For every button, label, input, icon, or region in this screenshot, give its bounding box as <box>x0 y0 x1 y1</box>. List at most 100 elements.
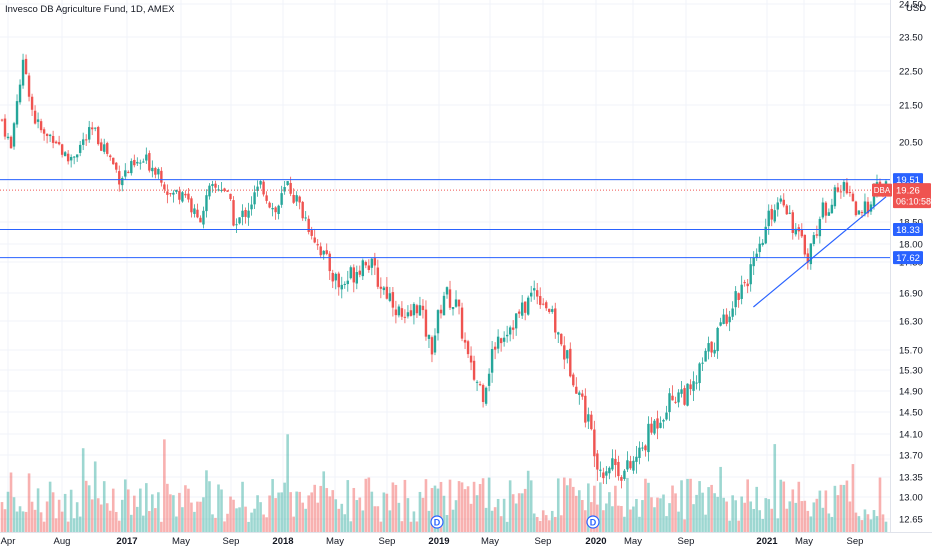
volume-bar <box>761 518 765 532</box>
candle-body <box>638 447 641 459</box>
price-axis[interactable]: 24.5023.5022.5021.5020.5019.5018.5018.00… <box>890 0 932 550</box>
volume-bar <box>815 498 819 532</box>
candle-body <box>21 59 25 86</box>
candle-body <box>520 302 524 316</box>
horizontal-levels[interactable] <box>0 179 890 259</box>
dividend-marker[interactable] <box>586 515 600 529</box>
x-tick-label: May <box>624 536 642 547</box>
volume-bar <box>875 516 879 532</box>
candle-body <box>650 423 653 433</box>
candle-body <box>581 393 584 397</box>
y-tick-label: 14.10 <box>899 430 923 441</box>
volume-bar <box>6 491 10 532</box>
candle-body <box>872 189 876 207</box>
volume-bar <box>629 509 632 532</box>
candle-body <box>857 210 861 215</box>
candle-body <box>223 188 226 192</box>
volume-bar <box>571 486 575 532</box>
currency-label[interactable]: USD <box>906 3 927 14</box>
volume-bar <box>599 482 602 532</box>
volume-bar <box>782 481 786 532</box>
volume-bar <box>75 502 79 532</box>
volume-bar <box>292 516 295 532</box>
candle-body <box>653 420 656 434</box>
volume-bar <box>608 492 611 532</box>
volume-bar <box>307 495 310 532</box>
volume-bar <box>692 504 695 532</box>
volume-bar <box>836 495 840 532</box>
volume-bar <box>145 483 148 532</box>
volume-bar <box>677 511 680 532</box>
volume-bar <box>632 506 635 532</box>
volume-bar <box>710 484 713 532</box>
candle-body <box>557 332 560 335</box>
candle-body <box>175 189 178 192</box>
candle-body <box>710 341 713 353</box>
chart-grid <box>0 0 890 532</box>
volume-bar <box>460 482 464 532</box>
candle-body <box>680 389 683 394</box>
x-tick-label: 2018 <box>272 536 293 547</box>
candle-body <box>87 127 91 140</box>
candle-body <box>403 316 407 318</box>
candle-body <box>190 198 193 213</box>
candle-body <box>539 296 542 305</box>
candle-body <box>457 299 461 307</box>
candle-body <box>184 193 187 196</box>
volume-bar <box>559 515 563 532</box>
volume-bar <box>824 490 828 532</box>
volume-bar <box>502 498 506 532</box>
candle-body <box>81 139 85 145</box>
price-level-label: 18.33 <box>896 225 920 236</box>
candle-body <box>647 423 650 453</box>
volume-bar <box>232 499 235 532</box>
volume-bar <box>93 461 97 532</box>
volume-bar <box>617 505 620 532</box>
volume-bar <box>749 501 752 532</box>
time-axis[interactable]: Apr Aug 2017 May Sep 2018 May Sep 2019 May Sep 2020… <box>0 532 932 548</box>
candle-body <box>193 208 196 214</box>
candle-body <box>154 167 157 175</box>
y-tick-label: 20.50 <box>899 138 923 149</box>
volume-bar <box>827 513 831 532</box>
volume-bar <box>346 480 350 532</box>
support-trendline[interactable] <box>753 196 887 308</box>
candle-body <box>259 181 262 185</box>
candle-body <box>800 229 804 237</box>
candle-body <box>671 395 674 401</box>
volume-bar <box>181 507 184 532</box>
volume-bar <box>707 487 710 532</box>
trendline[interactable] <box>753 196 887 308</box>
volume-bar <box>394 484 398 532</box>
candle-body <box>54 141 58 144</box>
dividend-marker[interactable] <box>430 515 444 529</box>
countdown-label: 06:10:58 <box>896 197 931 207</box>
volume-bar <box>487 477 491 532</box>
candle-body <box>596 453 599 470</box>
candle-body <box>6 136 10 139</box>
volume-bar <box>139 488 142 532</box>
candle-body <box>430 337 434 355</box>
x-tick-label: 2021 <box>756 536 778 547</box>
volume-bar <box>436 488 440 532</box>
y-tick-label: 24.50 <box>899 0 923 11</box>
volume-bar <box>674 493 677 532</box>
volume-bar <box>581 500 584 532</box>
candle-body <box>623 470 626 480</box>
candle-body <box>24 58 28 74</box>
volume-bar <box>767 499 771 532</box>
volume-bar <box>647 482 650 532</box>
candle-body <box>127 171 130 173</box>
volume-bar <box>746 479 749 532</box>
candle-body <box>256 186 259 191</box>
candle-body <box>812 235 816 244</box>
volume-bar <box>535 517 539 532</box>
candle-body <box>526 297 530 315</box>
volume-bar <box>611 506 614 532</box>
candle-body <box>505 334 509 337</box>
volume-bar <box>529 480 533 532</box>
candle-body <box>409 310 413 316</box>
candle-body <box>274 207 277 213</box>
